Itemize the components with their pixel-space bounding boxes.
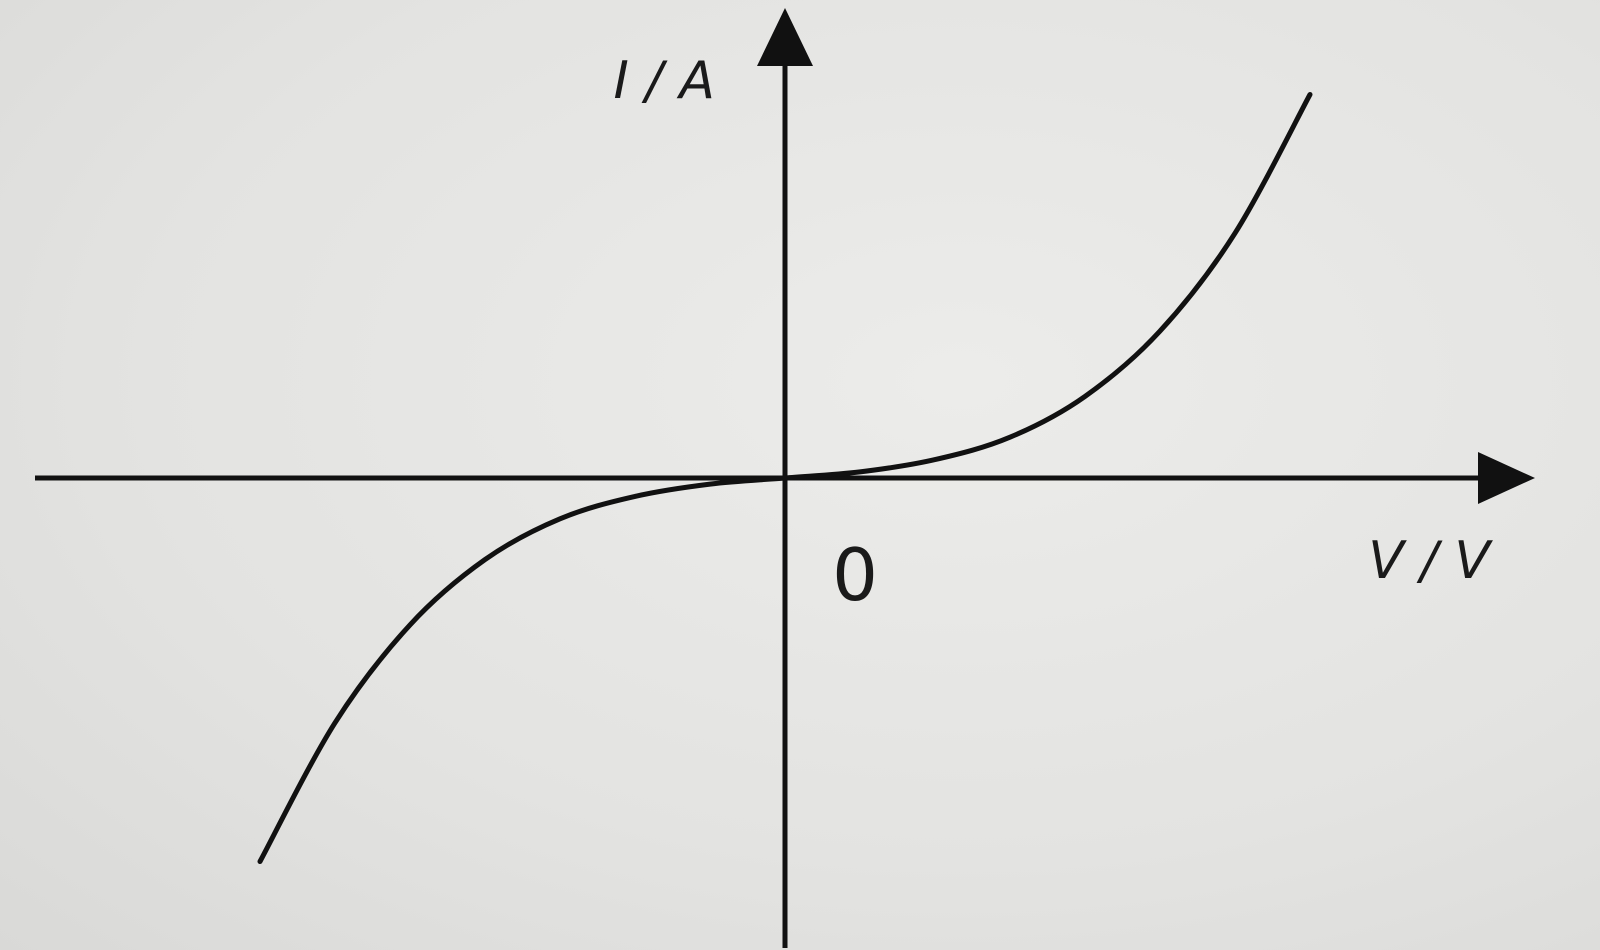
x-axis-arrowhead [1478, 452, 1535, 504]
y-axis-arrowhead [757, 8, 813, 66]
curves [257, 92, 1313, 864]
labels: I / A V / V 0 [614, 51, 1494, 617]
origin-label: 0 [832, 533, 878, 617]
x-axis-label: V / V [1368, 531, 1493, 591]
iv-curve-line [257, 92, 1313, 864]
y-axis-label: I / A [614, 51, 716, 111]
